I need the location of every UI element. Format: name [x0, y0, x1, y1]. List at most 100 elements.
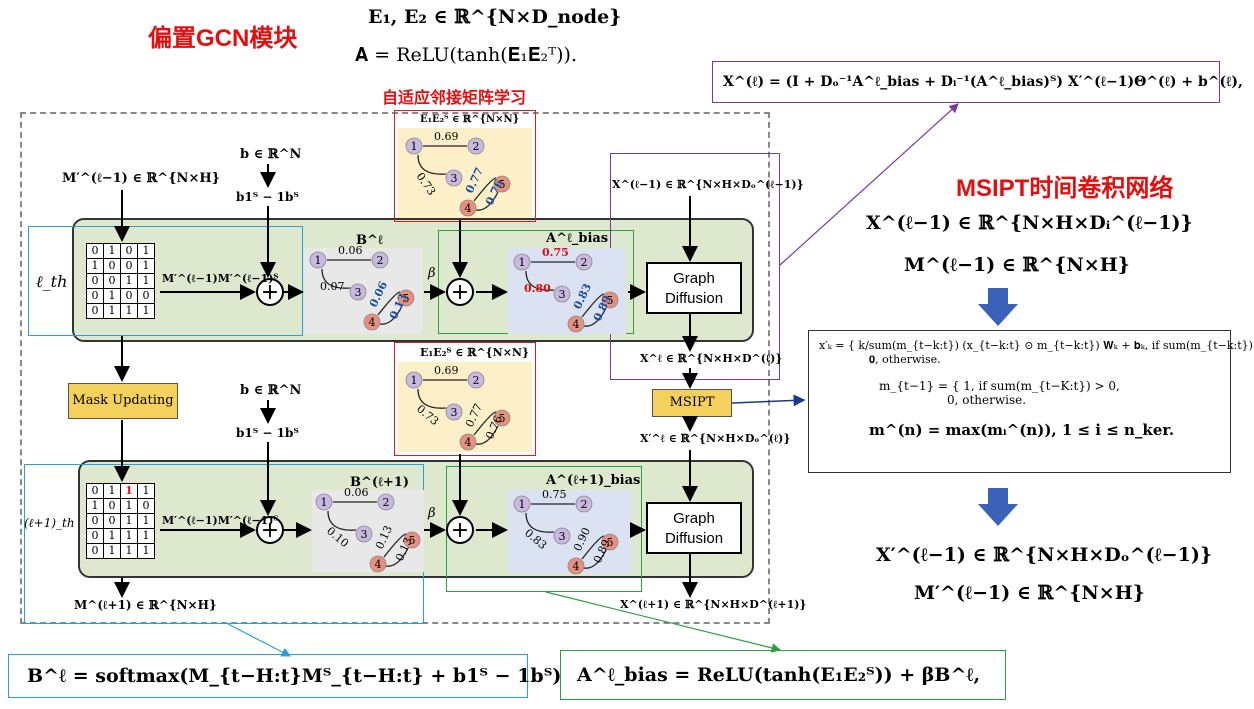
graph-edge — [417, 154, 447, 175]
edge-weight: 0.69 — [434, 364, 459, 377]
graph-edge — [581, 535, 605, 560]
right-input-x: 𝐗^(ℓ−1) ∈ ℝ^{N×H×Dᵢ^(ℓ−1)} — [866, 212, 1193, 234]
matrix-cell: 0 — [86, 543, 104, 559]
matrix-cell: 1 — [120, 543, 138, 559]
graph-node — [575, 495, 593, 513]
graph-diffusion-label: Graph Diffusion — [664, 270, 724, 307]
graph-edge — [379, 305, 403, 325]
graph-edge — [383, 533, 407, 558]
graph-edge — [417, 388, 447, 409]
mask-updating-box: Mask Updating — [68, 383, 178, 419]
graph-node-label: 3 — [361, 528, 368, 541]
msipt-eq-1b: 𝟎, otherwise. — [869, 353, 941, 366]
graph-node-label: 4 — [573, 560, 580, 573]
graph-node-label: 1 — [411, 374, 418, 387]
graph-node — [567, 315, 585, 333]
matrix-cell: 1 — [137, 303, 155, 319]
matrix-cell: 1 — [137, 543, 155, 559]
graph-node-label: 4 — [375, 558, 382, 571]
right-output-x: 𝐗′^(ℓ−1) ∈ ℝ^{N×H×Dₒ^(ℓ−1)} — [876, 544, 1213, 566]
graph-node — [459, 199, 477, 217]
label-b-top: 𝐛 ∈ ℝ^N — [240, 147, 302, 162]
graph-edge — [581, 293, 605, 318]
label-a-bias-l: 𝐀^ℓ_bias — [546, 231, 609, 246]
graph-edge — [475, 191, 499, 211]
label-b-mid: 𝐛 ∈ ℝ^N — [240, 383, 302, 398]
label-x-input: 𝐗^(ℓ−1) ∈ ℝ^{N×H×Dₒ^(ℓ−1)} — [612, 178, 804, 191]
edge-weight: 0.80 — [524, 282, 551, 295]
graph-node — [467, 137, 485, 155]
msipt-eq-1: x′ₖ = { k/sum(m_{t−k:t}) (x_{t−k:t} ⊙ m_… — [819, 339, 1254, 352]
label-l1-th: (ℓ+1)_th — [24, 516, 75, 530]
graph-edge — [473, 411, 497, 436]
graph-node-label: 4 — [465, 436, 472, 449]
graph-node — [355, 525, 373, 543]
graph-node — [349, 283, 367, 301]
label-b-l: 𝐁^ℓ — [356, 233, 383, 248]
label-b1-mid: 𝐛𝟏ᵀ − 𝟏𝐛ᵀ — [236, 426, 299, 440]
graph-node-label: 2 — [473, 140, 480, 153]
label-b1-top: 𝐛𝟏ᵀ − 𝟏𝐛ᵀ — [236, 190, 299, 204]
label-a-bias-l1: 𝐀^(ℓ+1)_bias — [546, 473, 641, 488]
graph-node-label: 3 — [559, 288, 566, 301]
msipt-eq-3: 𝐦^(n) = max(𝐦ᵢ^(n)), 1 ≤ i ≤ n_ker. — [869, 421, 1175, 439]
graph-diffusion-label: Graph Diffusion — [664, 510, 724, 547]
graph-node-label: 3 — [559, 530, 566, 543]
graph-node — [575, 253, 593, 271]
graph-node — [553, 527, 571, 545]
plus-operator: + — [256, 516, 284, 544]
edge-weight: 0.83 — [522, 526, 549, 552]
graph-node-label: 5 — [607, 536, 614, 549]
edge-weight: 0.73 — [414, 170, 439, 198]
graph-edge — [473, 177, 497, 202]
graph-node-label: 1 — [411, 140, 418, 153]
graph-node — [493, 409, 511, 427]
graph-edge — [583, 307, 607, 327]
edge-weight: 0.07 — [320, 280, 345, 293]
label-x-l1: 𝐗^(ℓ+1) ∈ ℝ^{N×H×D^(ℓ+1)} — [620, 598, 807, 611]
graph-node-label: 4 — [369, 316, 376, 329]
label-b-l1: 𝐁^(ℓ+1) — [350, 475, 409, 490]
highlight-box-e-top — [394, 110, 536, 222]
highlight-box-l — [28, 226, 303, 336]
gcn-module-title: 偏置GCN模块 — [148, 25, 298, 52]
graph-node — [493, 175, 511, 193]
label-m-input: 𝐌′^(ℓ−1) ∈ ℝ^{N×H} — [62, 171, 220, 186]
graph-node — [377, 493, 395, 511]
msipt-eq-2: m_{t−1} = { 1, if sum(m_{t−K:t}) > 0, — [879, 379, 1120, 393]
graph-diffusion-l: Graph Diffusion — [646, 262, 742, 314]
edge-weight: 0.75 — [542, 246, 569, 259]
edge-weight: 0.89 — [591, 538, 613, 566]
msipt-eq-2b: 0, otherwise. — [947, 393, 1027, 407]
edge-weight: 0.10 — [324, 524, 351, 550]
graph-node-label: 5 — [403, 292, 410, 305]
adaptive-adjacency-title: 自适应邻接矩阵学习 — [382, 90, 527, 107]
graph-edge — [377, 291, 401, 316]
graph-node — [405, 137, 423, 155]
down-arrow-icon — [978, 488, 1018, 526]
graph-node-label: 1 — [321, 496, 328, 509]
graph-node-label: 3 — [451, 172, 458, 185]
graph-node — [445, 403, 463, 421]
graph-node — [397, 289, 415, 307]
right-output-m: 𝐌′^(ℓ−1) ∈ ℝ^{N×H} — [914, 582, 1145, 604]
graph-node — [459, 433, 477, 451]
graph-edge — [327, 510, 357, 531]
graph-node — [369, 555, 387, 573]
b-formula-box: 𝐁^ℓ = softmax(𝐌_{t−H:t}𝐌ᵀ_{t−H:t} + 𝐛𝟏ᵀ … — [8, 654, 561, 698]
graph-diffusion-l1: Graph Diffusion — [646, 502, 742, 554]
graph-node-label: 5 — [499, 412, 506, 425]
graph-edge — [475, 425, 499, 445]
graph-node-label: 2 — [581, 256, 588, 269]
